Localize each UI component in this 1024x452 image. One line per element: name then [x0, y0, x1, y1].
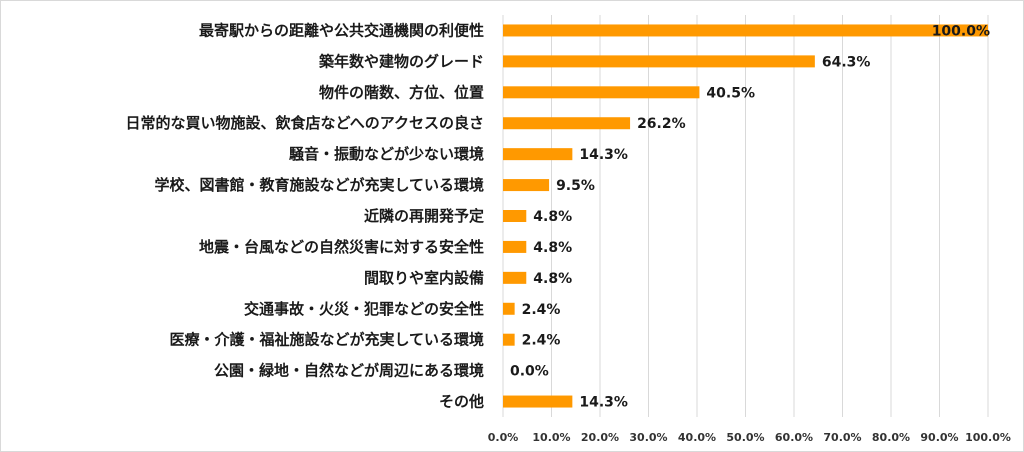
x-tick-label: 20.0%: [581, 431, 619, 444]
data-label: 100.0%: [932, 23, 990, 39]
x-tick-label: 10.0%: [532, 431, 570, 444]
bar: [503, 333, 515, 346]
bar: [503, 86, 700, 99]
category-label: 医療・介護・福祉施設などが充実している環境: [169, 331, 484, 349]
bar: [503, 271, 527, 284]
bar: [503, 240, 527, 253]
x-tick-label: 50.0%: [726, 431, 764, 444]
bar: [503, 55, 815, 68]
bar: [503, 148, 573, 161]
data-label: 9.5%: [556, 178, 595, 194]
x-tick-label: 40.0%: [678, 431, 716, 444]
data-label: 4.8%: [533, 271, 572, 287]
bar: [503, 117, 631, 130]
data-label: 40.5%: [706, 85, 755, 101]
category-label: 地震・台風などの自然災害に対する安全性: [199, 238, 484, 256]
data-label: 0.0%: [510, 364, 549, 380]
category-label: 学校、図書館・教育施設などが充実している環境: [154, 176, 484, 194]
category-label: 物件の階数、方位、位置: [319, 83, 484, 101]
category-label: 騒音・振動などが少ない環境: [289, 145, 484, 163]
category-label: 間取りや室内設備: [364, 269, 484, 287]
category-label: 交通事故・火災・犯罪などの安全性: [244, 300, 484, 318]
data-label: 64.3%: [822, 54, 871, 70]
x-tick-label: 90.0%: [920, 431, 958, 444]
x-tick-label: 80.0%: [872, 431, 910, 444]
bar: [503, 24, 988, 37]
category-label: 築年数や建物のグレード: [318, 52, 484, 70]
data-label: 26.2%: [637, 116, 686, 132]
category-label: 近隣の再開発予定: [364, 207, 484, 225]
x-tick-label: 100.0%: [965, 431, 1011, 444]
category-label: 公園・緑地・自然などが周辺にある環境: [214, 362, 484, 380]
bar: [503, 210, 527, 222]
x-tick-label: 30.0%: [629, 431, 667, 444]
data-label: 2.4%: [522, 333, 561, 349]
x-tick-label: 70.0%: [823, 431, 861, 444]
bar: [503, 179, 550, 192]
x-tick-label: 0.0%: [488, 431, 519, 444]
data-label: 14.3%: [579, 147, 628, 163]
data-label: 4.8%: [533, 209, 572, 225]
data-label: 4.8%: [533, 240, 572, 256]
category-label: 最寄駅からの距離や公共交通機関の利便性: [199, 21, 484, 39]
category-label: その他: [439, 393, 484, 411]
data-label: 14.3%: [579, 395, 628, 411]
x-tick-label: 60.0%: [775, 431, 813, 444]
category-label: 日常的な買い物施設、飲食店などへのアクセスの良さ: [125, 114, 484, 132]
bar: [503, 395, 573, 408]
data-label: 2.4%: [522, 302, 561, 318]
bar: [503, 302, 515, 315]
